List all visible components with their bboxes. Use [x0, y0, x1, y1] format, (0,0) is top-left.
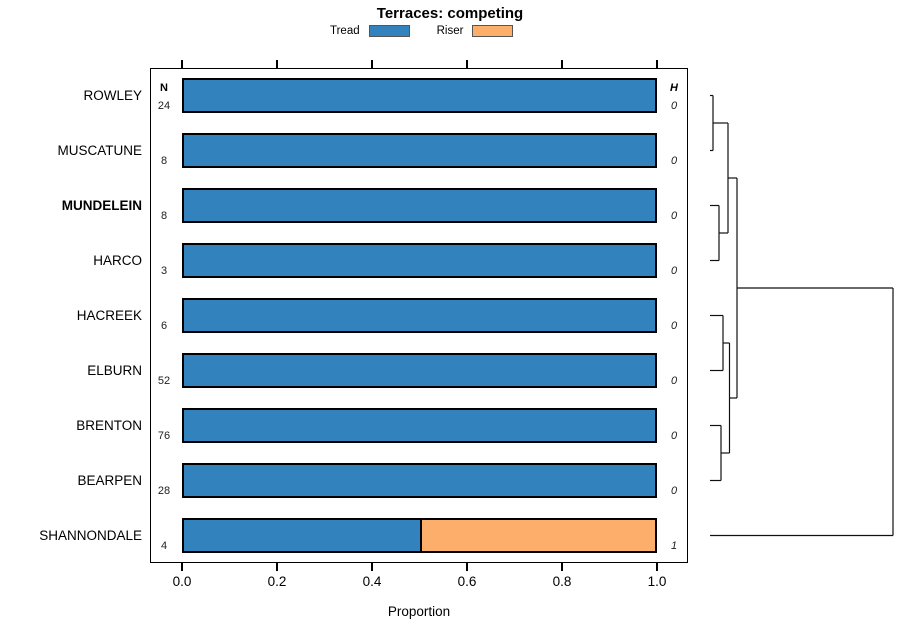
stacked-bar: [182, 188, 657, 223]
n-value: 28: [157, 485, 171, 497]
x-axis-tick-label: 0.2: [267, 574, 287, 589]
chart-title: Terraces: competing: [376, 5, 524, 22]
h-value: 0: [670, 320, 678, 332]
x-axis-tick-label: 0.0: [172, 574, 192, 589]
row-label: SHANNONDALE: [39, 527, 142, 543]
n-column-header: N: [160, 82, 168, 94]
legend-swatch-tread: [368, 25, 410, 37]
bar-segment-tread: [184, 465, 655, 496]
row-label: HARCO: [93, 252, 142, 268]
row-label: MUSCATUNE: [57, 142, 142, 158]
x-axis-tick-label: 0.8: [552, 574, 572, 589]
stacked-bar: [182, 243, 657, 278]
row-label: BRENTON: [76, 417, 142, 433]
legend: Tread Riser: [330, 25, 514, 37]
x-axis-tick-top: [181, 60, 183, 68]
row-label: BEARPEN: [77, 472, 142, 488]
bar-segment-tread: [184, 300, 655, 331]
bar-segment-tread: [184, 80, 655, 111]
bar-segment-riser: [419, 520, 655, 551]
x-axis-tick-top: [371, 60, 373, 68]
h-value: 0: [670, 375, 678, 387]
x-axis-tick-label: 1.0: [647, 574, 667, 589]
h-value: 1: [670, 540, 678, 552]
stacked-bar: [182, 78, 657, 113]
bar-segment-tread: [184, 245, 655, 276]
stacked-bar: [182, 463, 657, 498]
n-value: 24: [157, 100, 171, 112]
h-value: 0: [670, 430, 678, 442]
x-axis-label: Proportion: [387, 604, 451, 619]
x-axis-tick-top: [561, 60, 563, 68]
n-value: 52: [157, 375, 171, 387]
x-axis-tick-top: [466, 60, 468, 68]
legend-item-riser: Riser: [437, 25, 514, 37]
x-axis-tick-top: [276, 60, 278, 68]
row-label: MUNDELEIN: [61, 197, 142, 213]
h-value: 0: [670, 155, 678, 167]
stacked-bar: [182, 133, 657, 168]
legend-swatch-riser: [472, 25, 514, 37]
x-axis-tick-bottom: [181, 563, 183, 571]
n-value: 8: [160, 210, 168, 222]
x-axis-tick-bottom: [276, 563, 278, 571]
x-axis-tick-label: 0.4: [362, 574, 382, 589]
bar-segment-tread: [184, 520, 420, 551]
h-column-header: H: [670, 82, 678, 94]
bar-segment-tread: [184, 410, 655, 441]
x-axis-tick-label: 0.6: [457, 574, 477, 589]
stacked-bar: [182, 353, 657, 388]
bar-segment-tread: [184, 135, 655, 166]
legend-label-riser: Riser: [436, 25, 464, 37]
n-value: 4: [160, 540, 168, 552]
n-value: 6: [160, 320, 168, 332]
stacked-bar: [182, 518, 657, 553]
row-label: HACREEK: [76, 307, 142, 323]
stacked-bar: [182, 408, 657, 443]
stacked-bar: [182, 298, 657, 333]
bar-segment-tread: [184, 355, 655, 386]
h-value: 0: [670, 100, 678, 112]
legend-item-tread: Tread: [330, 25, 410, 37]
x-axis-tick-bottom: [371, 563, 373, 571]
x-axis-tick-bottom: [656, 563, 658, 571]
h-value: 0: [670, 265, 678, 277]
n-value: 76: [157, 430, 171, 442]
plot-area: [150, 68, 688, 563]
x-axis-tick-bottom: [466, 563, 468, 571]
row-label: ROWLEY: [83, 87, 142, 103]
x-axis-tick-top: [656, 60, 658, 68]
h-value: 0: [670, 485, 678, 497]
bar-segment-tread: [184, 190, 655, 221]
n-value: 8: [160, 155, 168, 167]
legend-label-tread: Tread: [330, 25, 360, 37]
n-value: 3: [160, 265, 168, 277]
h-value: 0: [670, 210, 678, 222]
row-label: ELBURN: [87, 362, 142, 378]
x-axis-tick-bottom: [561, 563, 563, 571]
